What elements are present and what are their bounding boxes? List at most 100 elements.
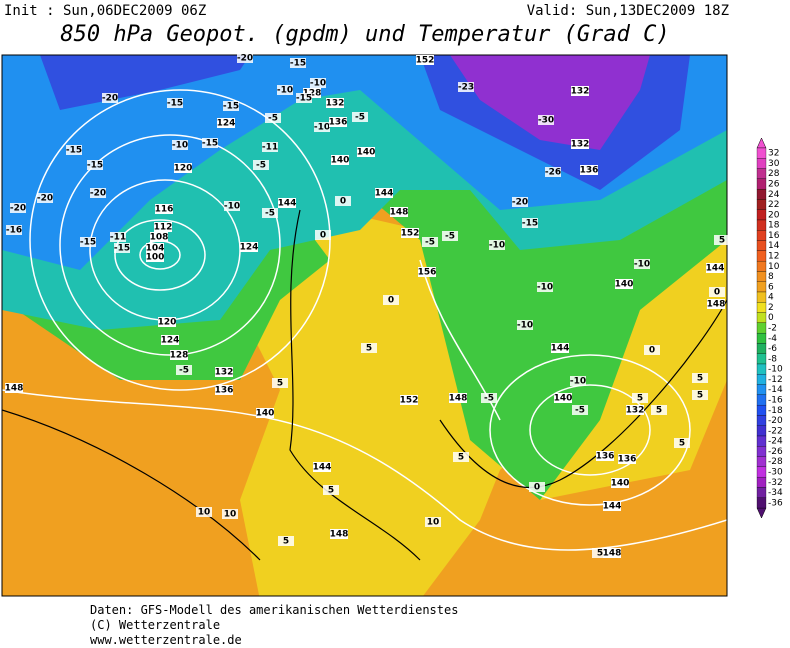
label-box	[632, 393, 648, 403]
label-box	[170, 350, 188, 360]
contour-label: 116	[155, 205, 174, 215]
label-box	[571, 139, 589, 149]
label-box	[202, 138, 218, 148]
contour-label: 0	[320, 231, 326, 241]
contour-label: 140	[331, 156, 350, 166]
temperature-contours	[2, 209, 727, 561]
legend-label: 16	[768, 231, 780, 241]
contour-label: 140	[615, 280, 634, 290]
legend-label: 14	[768, 241, 780, 251]
legend-label: 22	[768, 200, 779, 210]
label-box	[174, 163, 192, 173]
label-box	[114, 243, 130, 253]
legend-label: -18	[768, 406, 783, 416]
label-box	[37, 193, 53, 203]
contour-label: 0	[340, 197, 346, 207]
legend-swatch	[756, 260, 767, 272]
contour-label: -20	[237, 54, 253, 64]
label-box	[224, 201, 240, 211]
contour-label: 5	[656, 406, 662, 416]
label-box	[618, 454, 636, 464]
contour-label: 104	[146, 244, 165, 254]
legend-swatch	[756, 497, 767, 509]
init-time: Init : Sun,06DEC2009 06Z	[4, 3, 206, 19]
legend-swatch	[756, 487, 767, 498]
label-box	[458, 82, 474, 92]
contour-label: 132	[571, 140, 590, 150]
label-box	[400, 395, 418, 405]
label-box	[223, 101, 239, 111]
legend-label: 32	[768, 149, 779, 159]
contour-label: -5	[268, 114, 278, 124]
legend-label: -10	[768, 365, 783, 375]
label-box	[253, 160, 269, 170]
legend-label: 24	[768, 190, 780, 200]
contour-label: 5	[283, 537, 289, 547]
label-box	[315, 230, 331, 240]
legend-swatch	[756, 332, 767, 344]
legend-label: -20	[768, 416, 783, 426]
legend-label: -30	[768, 468, 783, 478]
purple-area	[450, 55, 650, 150]
label-box	[603, 501, 621, 511]
label-box	[512, 197, 528, 207]
legend-label: -36	[768, 498, 783, 508]
contour-label: -15	[114, 244, 130, 254]
label-box	[167, 98, 183, 108]
legend-swatch	[756, 291, 767, 303]
label-box	[416, 55, 434, 65]
label-box	[217, 118, 235, 128]
color-legend: 32302826242220181614121086420-2-4-6-8-10…	[756, 137, 783, 519]
contour-label: 5	[697, 374, 703, 384]
label-box	[570, 376, 586, 386]
label-box	[265, 113, 281, 123]
contour-label: -23	[458, 83, 474, 93]
legend-label: 26	[768, 180, 780, 190]
contour-label: -20	[102, 94, 118, 104]
legend-swatch	[756, 188, 767, 200]
label-box	[489, 240, 505, 250]
contour-label: 5	[679, 439, 685, 449]
contour-label: 156	[418, 268, 437, 278]
label-box	[313, 462, 331, 472]
label-box	[611, 478, 629, 488]
label-box	[331, 155, 349, 165]
label-box	[529, 482, 545, 492]
legend-label: -28	[768, 457, 783, 467]
yellow-area	[240, 200, 727, 596]
label-box	[596, 451, 614, 461]
legend-swatch	[756, 384, 767, 396]
label-box	[449, 393, 467, 403]
contour-label: 144	[375, 189, 394, 199]
label-box	[87, 160, 103, 170]
legend-swatch	[756, 219, 767, 231]
contour-label: -15	[80, 238, 96, 248]
legend-swatch	[756, 466, 767, 478]
label-box	[714, 235, 730, 245]
contour-label: -5	[445, 232, 455, 242]
map-field	[2, 55, 727, 596]
legend-swatch	[756, 178, 767, 190]
contour-label: 132	[571, 87, 590, 97]
legend-swatch	[756, 425, 767, 437]
legend-swatch	[756, 404, 767, 416]
legend-swatch	[756, 363, 767, 375]
contour-label: 5	[697, 391, 703, 401]
legend-label: 2	[768, 303, 774, 313]
contour-label: 5	[328, 486, 334, 496]
legend-swatch	[756, 374, 767, 385]
contour-label: 148	[5, 384, 24, 394]
legend-label: -6	[768, 344, 777, 354]
legend-label: 6	[768, 282, 774, 292]
contour-label: 132	[626, 406, 645, 416]
label-box	[314, 122, 330, 132]
label-box	[422, 237, 438, 247]
legend-swatch	[756, 322, 767, 334]
legend-swatch	[756, 302, 767, 313]
contour-label: 140	[554, 394, 573, 404]
contour-label: 120	[174, 164, 193, 174]
label-box	[537, 282, 553, 292]
label-box	[215, 367, 233, 377]
contour-label: -10	[489, 241, 505, 251]
contour-label: -15	[87, 161, 103, 171]
